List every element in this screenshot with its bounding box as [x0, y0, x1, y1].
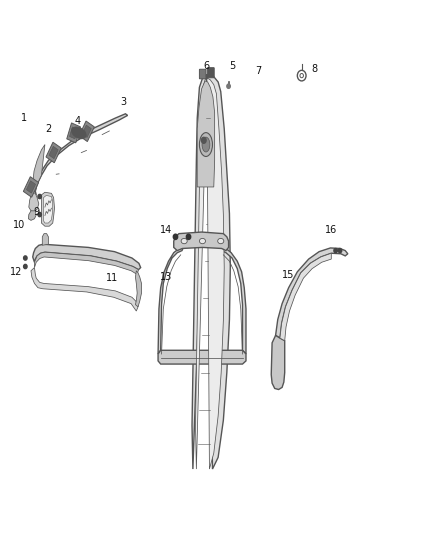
- Text: 13: 13: [160, 272, 172, 282]
- Polygon shape: [23, 177, 39, 197]
- Circle shape: [334, 248, 337, 253]
- Polygon shape: [70, 127, 78, 139]
- Text: 5: 5: [229, 61, 235, 71]
- Circle shape: [38, 213, 42, 216]
- FancyBboxPatch shape: [199, 69, 206, 79]
- Text: 4: 4: [74, 116, 81, 126]
- Polygon shape: [192, 75, 230, 469]
- Ellipse shape: [202, 137, 210, 152]
- Circle shape: [201, 136, 207, 144]
- Polygon shape: [174, 232, 229, 251]
- Polygon shape: [29, 192, 39, 212]
- Text: 7: 7: [255, 67, 261, 76]
- Circle shape: [38, 195, 42, 199]
- Circle shape: [24, 264, 27, 269]
- FancyBboxPatch shape: [207, 68, 214, 78]
- Text: 9: 9: [33, 207, 39, 217]
- Ellipse shape: [199, 238, 205, 244]
- Polygon shape: [276, 248, 348, 338]
- Polygon shape: [271, 335, 285, 390]
- Polygon shape: [67, 123, 81, 143]
- Polygon shape: [46, 142, 61, 163]
- Text: 10: 10: [13, 220, 25, 230]
- Text: 8: 8: [312, 64, 318, 74]
- Polygon shape: [135, 271, 141, 307]
- Text: 2: 2: [45, 124, 52, 134]
- Text: 11: 11: [106, 273, 119, 283]
- Polygon shape: [197, 81, 215, 187]
- Polygon shape: [26, 181, 35, 193]
- Polygon shape: [195, 78, 224, 469]
- Polygon shape: [158, 247, 184, 354]
- Text: 12: 12: [11, 267, 23, 277]
- Circle shape: [338, 248, 342, 253]
- Circle shape: [24, 256, 27, 260]
- Polygon shape: [31, 268, 138, 311]
- Polygon shape: [32, 114, 127, 195]
- Ellipse shape: [199, 133, 212, 157]
- Polygon shape: [42, 192, 54, 226]
- Ellipse shape: [218, 238, 224, 244]
- Polygon shape: [35, 252, 138, 274]
- Polygon shape: [44, 196, 53, 223]
- Polygon shape: [49, 147, 58, 159]
- Ellipse shape: [71, 127, 86, 139]
- Polygon shape: [28, 211, 36, 220]
- Ellipse shape: [181, 238, 187, 244]
- Text: 6: 6: [203, 61, 209, 71]
- Polygon shape: [32, 144, 45, 192]
- Polygon shape: [158, 350, 246, 364]
- Text: 14: 14: [160, 225, 172, 236]
- Polygon shape: [82, 125, 91, 138]
- Text: 1: 1: [21, 113, 27, 123]
- Text: 16: 16: [325, 225, 337, 236]
- Polygon shape: [280, 253, 331, 341]
- Circle shape: [227, 84, 230, 88]
- Circle shape: [173, 234, 178, 239]
- Polygon shape: [79, 121, 94, 142]
- Polygon shape: [221, 247, 246, 354]
- Text: 15: 15: [283, 270, 295, 280]
- Circle shape: [186, 234, 191, 239]
- Polygon shape: [42, 233, 48, 245]
- Text: 3: 3: [120, 97, 126, 107]
- Polygon shape: [33, 244, 141, 270]
